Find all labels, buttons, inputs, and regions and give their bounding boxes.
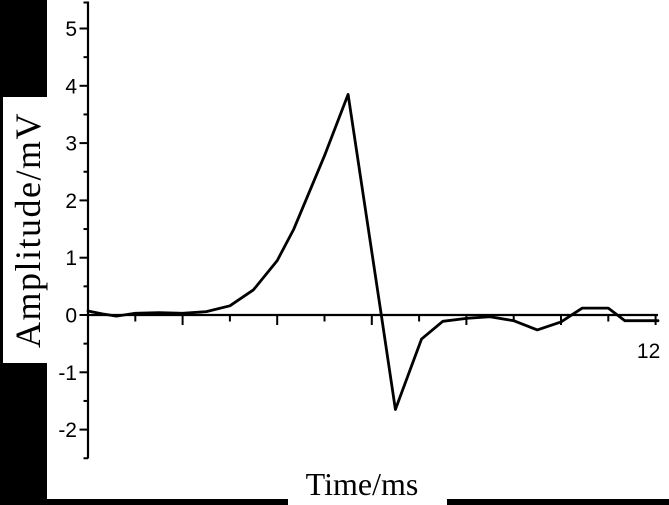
y-tick-label: -1	[58, 362, 77, 385]
bottom-black-bar-left	[0, 499, 288, 505]
y-axis-label-box: Amplitude/mV	[3, 97, 52, 363]
bottom-black-bar-right	[447, 499, 669, 505]
y-axis-label: Amplitude/mV	[7, 112, 48, 348]
y-tick-label: -2	[58, 419, 77, 442]
y-tick-label: 2	[65, 190, 77, 213]
signal-polyline	[86, 93, 660, 411]
y-tick-label: 3	[65, 133, 77, 156]
y-tick-label: 4	[65, 75, 77, 98]
y-tick-label: 0	[65, 305, 77, 328]
y-tick-label: 1	[65, 247, 77, 270]
y-tick-label: 5	[65, 18, 77, 41]
x-tick-label: 12	[637, 340, 660, 363]
x-axis-label: Time/ms	[305, 466, 419, 502]
